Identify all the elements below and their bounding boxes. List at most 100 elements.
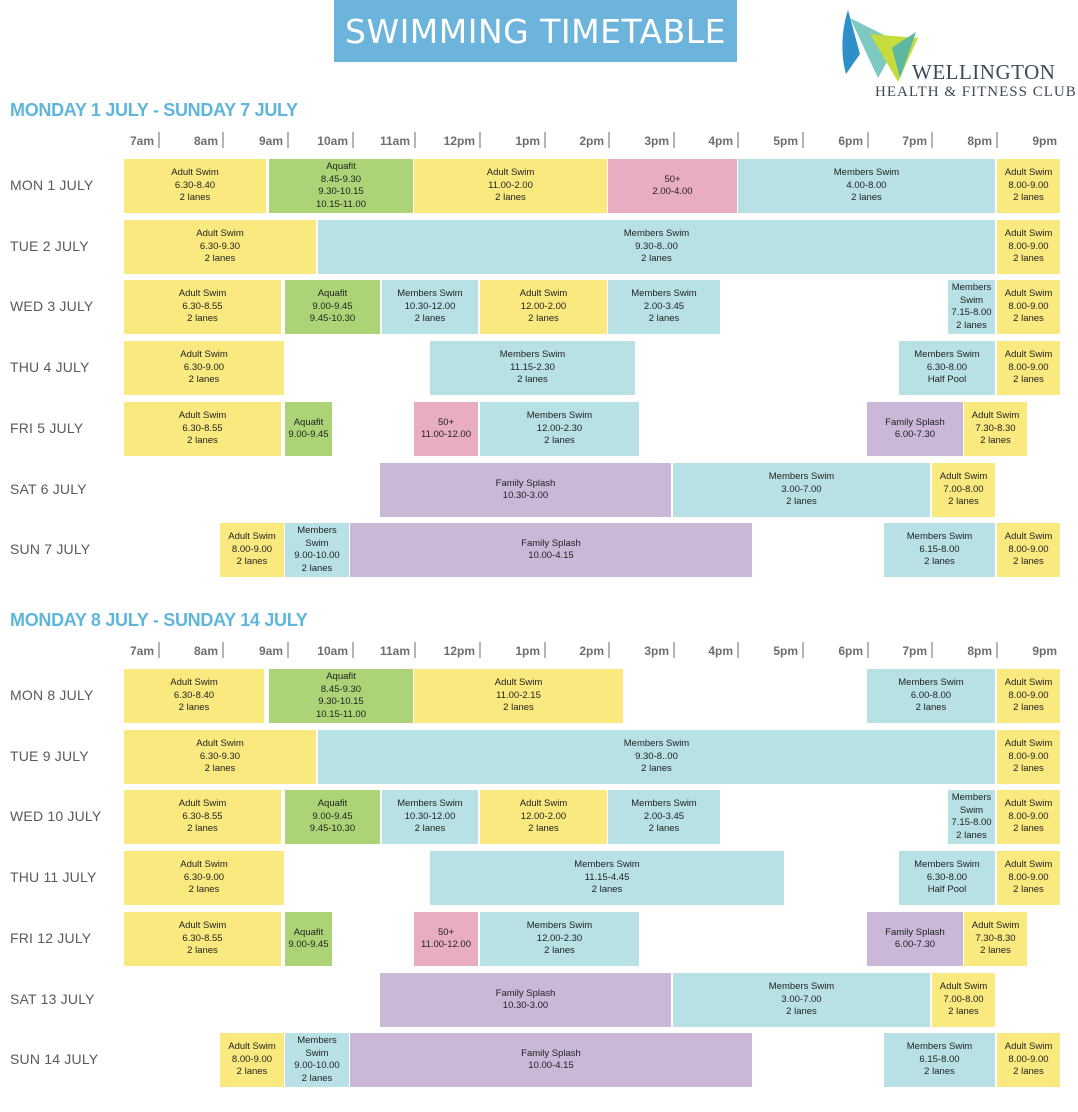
- session-block-aqua: Aquafit 9.00-9.45: [285, 912, 332, 966]
- time-label: 1pm: [515, 134, 540, 148]
- wellington-logo-icon: [842, 10, 918, 82]
- session-text: 6.30-9.30: [199, 240, 241, 252]
- day-label: MON 1 JULY: [10, 177, 94, 193]
- time-label: 6pm: [838, 644, 863, 658]
- session-block-members: Members Swim 6.00-8.00 2 lanes: [867, 669, 995, 723]
- session-text: 10.30-3.00: [502, 1000, 549, 1011]
- session-text: Half Pool: [927, 884, 967, 896]
- session-block-family: Family Splash 6.00-7.30: [867, 912, 963, 966]
- session-text: 6.30-8.55: [182, 422, 223, 434]
- session-text: 9.30-10.15: [318, 186, 364, 197]
- time-label: 9pm: [1032, 134, 1057, 148]
- time-label: 5pm: [773, 644, 798, 658]
- session-text: Members Swim: [574, 859, 640, 871]
- session-block-adult: Adult Swim 6.30-9.30 2 lanes: [124, 220, 316, 274]
- session-text: Adult Swim: [1004, 677, 1053, 689]
- session-text: 8.45-9.30: [320, 173, 362, 185]
- session-text: Members Swim: [898, 677, 964, 689]
- session-text: Members Swim: [768, 981, 835, 993]
- day-row: SUN 14 JULY Adult Swim 8.00-9.00 2 lanes Mem…: [0, 1033, 1078, 1089]
- session-text: 8.00-9.00: [1008, 240, 1049, 252]
- session-text: 6.30-8.55: [182, 300, 223, 312]
- session-text: 2 lanes: [544, 435, 575, 447]
- session-block-adult: Adult Swim 8.00-9.00 2 lanes: [997, 730, 1060, 784]
- session-text: Adult Swim: [228, 531, 276, 543]
- session-text: 8.00-9.00: [1008, 300, 1049, 312]
- session-text: 6.30-8.00: [926, 361, 968, 373]
- time-label: 11am: [379, 644, 410, 658]
- session-block-family: Family Splash 10.00-4.15: [350, 523, 752, 577]
- session-block-members: Members Swim 9.00-10.00 2 lanes: [285, 1033, 349, 1087]
- session-text: 2 lanes: [236, 556, 268, 568]
- session-block-members: Members Swim 2.00-3.45 2 lanes: [608, 790, 720, 844]
- session-text: 2 lanes: [924, 556, 955, 568]
- session-text: 10.15-11.00: [315, 708, 366, 720]
- session-text: 12.00-2.00: [520, 300, 567, 312]
- session-text: 9.45-10.30: [309, 823, 356, 835]
- session-text: Members Swim: [526, 410, 593, 422]
- session-text: 2 lanes: [414, 313, 446, 325]
- hour-tick: [352, 132, 354, 148]
- session-block-aqua: Aquafit 9.00-9.45 9.45-10.30: [285, 280, 380, 334]
- hour-tick: [673, 132, 675, 148]
- hour-tick: [737, 132, 739, 148]
- session-text: 2 lanes: [528, 823, 559, 835]
- session-text: 10.00-4.15: [528, 550, 574, 561]
- session-text: Adult Swim: [494, 677, 543, 689]
- session-text: Half Pool: [927, 374, 967, 386]
- session-text: 8.00-9.00: [1008, 1053, 1049, 1065]
- session-text: Members Swim: [397, 798, 463, 810]
- session-text: 10.30-3.00: [502, 490, 549, 501]
- session-text: Swim: [959, 804, 984, 816]
- session-text: 8.00-9.00: [1008, 810, 1049, 822]
- day-row: MON 8 JULY Adult Swim 6.30-8.40 2 lanes Aqua…: [0, 669, 1078, 725]
- session-text: Adult Swim: [180, 859, 228, 871]
- session-text: Swim: [959, 294, 984, 306]
- session-text: 12.00-2.30: [536, 422, 583, 434]
- hour-tick: [608, 642, 610, 658]
- logo-name: WELLINGTON: [912, 60, 1056, 84]
- session-block-adult: Adult Swim 12.00-2.00 2 lanes: [480, 280, 607, 334]
- session-text: Members Swim: [914, 859, 980, 871]
- session-block-members: Members Swim 11.15-4.45 2 lanes: [430, 851, 784, 905]
- session-text: Members: [297, 525, 337, 536]
- session-text: 2 lanes: [204, 763, 236, 775]
- session-text: 2 lanes: [1013, 253, 1044, 265]
- time-label: 2pm: [579, 644, 604, 658]
- session-text: 2 lanes: [301, 562, 333, 574]
- session-block-members: Members Swim 6.15-8.00 2 lanes: [884, 1033, 995, 1087]
- session-block-adult: Adult Swim 8.00-9.00 2 lanes: [997, 159, 1060, 213]
- session-text: 2 lanes: [1013, 884, 1044, 896]
- session-text: Swim: [305, 537, 329, 549]
- day-row: THU 4 JULY Adult Swim 6.30-9.00 2 lanes Memb…: [0, 341, 1078, 397]
- time-label: 9pm: [1032, 644, 1057, 658]
- day-row: MON 1 JULY Adult Swim 6.30-8.40 2 lanes Aqua…: [0, 159, 1078, 215]
- session-block-family: Family Splash 10.30-3.00: [380, 463, 671, 517]
- day-label: THU 4 JULY: [10, 359, 90, 375]
- session-text: 6.00-7.30: [894, 429, 936, 440]
- session-text: 2 lanes: [1013, 374, 1044, 386]
- session-text: Family Splash: [495, 987, 556, 999]
- session-text: 2.00-4.00: [652, 186, 693, 197]
- session-text: 2 lanes: [544, 945, 575, 957]
- session-block-adult: Adult Swim 8.00-9.00 2 lanes: [997, 1033, 1060, 1087]
- session-block-fifty: 50+ 2.00-4.00: [608, 159, 737, 213]
- session-block-adult: Adult Swim 6.30-8.55 2 lanes: [124, 280, 281, 334]
- hour-tick: [608, 132, 610, 148]
- session-text: Adult Swim: [1004, 859, 1053, 871]
- session-text: 2 lanes: [915, 702, 947, 714]
- session-block-adult: Adult Swim 6.30-8.40 2 lanes: [124, 669, 264, 723]
- session-text: Adult Swim: [180, 349, 228, 361]
- session-block-members: Members Swim 6.30-8.00 Half Pool: [899, 341, 995, 395]
- timetable-title: SWIMMING TIMETABLE: [334, 0, 737, 62]
- time-label: 7am: [129, 644, 154, 658]
- session-block-adult: Adult Swim 8.00-9.00 2 lanes: [997, 220, 1060, 274]
- session-block-aqua: Aquafit 9.00-9.45: [285, 402, 332, 456]
- session-text: 7.00-8.00: [943, 993, 984, 1005]
- hour-tick: [996, 132, 998, 148]
- session-text: Adult Swim: [228, 1041, 276, 1053]
- session-text: 7.30-8.30: [975, 422, 1016, 434]
- session-block-adult: Adult Swim 6.30-8.55 2 lanes: [124, 790, 281, 844]
- session-block-adult: Adult Swim 6.30-8.40 2 lanes: [124, 159, 266, 213]
- session-text: Members Swim: [833, 167, 900, 179]
